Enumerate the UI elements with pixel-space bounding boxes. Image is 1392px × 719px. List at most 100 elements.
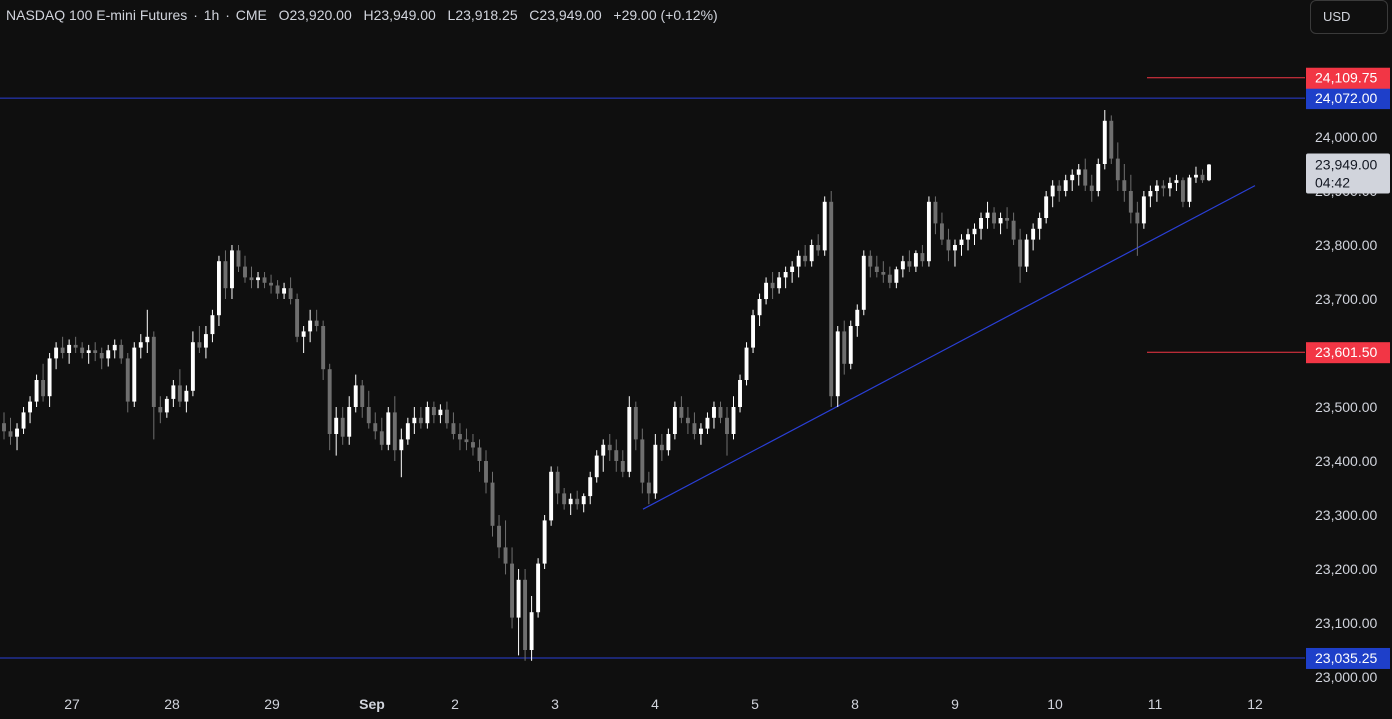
candle-body — [835, 331, 840, 397]
candle — [399, 428, 404, 478]
candle-body — [295, 299, 300, 337]
candle — [321, 320, 326, 380]
candle-body — [314, 320, 319, 326]
candle — [1154, 180, 1159, 202]
candle — [125, 353, 130, 413]
level-tag-red: 24,109.75 — [1306, 67, 1390, 89]
candle — [1141, 191, 1146, 229]
candle-body — [1044, 196, 1049, 218]
candle — [60, 336, 65, 359]
candle — [2, 412, 6, 440]
candle — [777, 272, 782, 294]
candle — [243, 255, 247, 283]
candle — [894, 266, 899, 289]
price-tick-label: 23,100.00 — [1315, 615, 1377, 631]
candle — [959, 234, 964, 256]
candle — [379, 417, 384, 451]
candle — [230, 245, 234, 299]
candle-body — [1031, 228, 1036, 240]
candle-body — [790, 266, 795, 272]
price-tick-label: 23,400.00 — [1315, 453, 1377, 469]
time-tick-label: 28 — [164, 696, 180, 712]
candle-body — [998, 218, 1003, 224]
symbol-name[interactable]: NASDAQ 100 E-mini Futures — [6, 7, 188, 23]
time-tick-label: 11 — [1148, 696, 1163, 712]
high-label: H — [363, 7, 374, 23]
candle-body — [549, 471, 554, 521]
candle — [164, 396, 169, 418]
level-tag-label: 24,109.75 — [1315, 70, 1377, 86]
candle-body — [1057, 185, 1062, 191]
time-tick-label: 3 — [551, 696, 559, 712]
candle-body — [1141, 196, 1146, 224]
candle-body — [249, 277, 254, 281]
interval-label[interactable]: 1h — [203, 7, 220, 23]
currency-button[interactable]: USD — [1310, 0, 1388, 34]
candle — [679, 396, 684, 424]
time-tick-label: 2 — [451, 696, 459, 712]
candle — [588, 471, 593, 505]
candles — [2, 110, 1211, 661]
candle-body — [282, 288, 287, 294]
candle — [177, 369, 182, 407]
candle-body — [757, 299, 762, 316]
candle — [874, 255, 879, 278]
candle-body — [692, 423, 697, 434]
candle — [216, 255, 221, 326]
candle-body — [184, 390, 189, 402]
candle — [412, 407, 417, 434]
candle-body — [581, 496, 586, 505]
candle-body — [764, 282, 769, 299]
candle — [607, 434, 612, 461]
candle-body — [633, 407, 638, 440]
candle — [353, 374, 358, 413]
candle — [34, 374, 39, 407]
price-axis[interactable]: 23,000.00 23,100.00 23,200.00 23,300.00 23,4… — [1315, 129, 1377, 685]
candle-body — [73, 344, 78, 348]
candle-body — [959, 239, 964, 245]
separator: · — [225, 7, 230, 23]
candle-body — [80, 347, 85, 353]
candle-body — [158, 407, 163, 413]
candle — [210, 309, 215, 343]
candle — [99, 347, 104, 370]
candle — [405, 417, 410, 445]
candle — [855, 304, 860, 337]
candle — [998, 212, 1003, 235]
candle — [477, 439, 482, 472]
candle-body — [399, 439, 404, 451]
low-label: L — [447, 7, 456, 23]
candle — [471, 434, 475, 456]
candle — [256, 272, 260, 289]
candle-body — [99, 353, 104, 359]
candle — [269, 274, 274, 294]
level-tag-blue: 23,035.25 — [1306, 647, 1390, 669]
candle-body — [405, 423, 410, 440]
candle — [1018, 228, 1023, 283]
close-value: 23,949.00 — [539, 7, 602, 23]
level-tag-bg — [1306, 67, 1390, 89]
level-tag-label: 23,601.50 — [1315, 344, 1377, 360]
candle-body — [418, 417, 423, 424]
candle-body — [451, 423, 456, 434]
time-tick-label: Sep — [359, 696, 385, 712]
candle-body — [1115, 158, 1120, 181]
candle-body — [41, 380, 46, 397]
candle-body — [171, 385, 176, 399]
price-tick-label: 24,000.00 — [1315, 129, 1377, 145]
candle-body — [392, 412, 397, 451]
candle-body — [679, 407, 684, 418]
time-axis[interactable]: 27 28 29 Sep 2 3 4 5 8 9 10 11 12 — [64, 696, 1263, 712]
candle — [484, 450, 488, 494]
candle — [490, 471, 495, 537]
candle-body — [816, 245, 821, 251]
candle — [790, 261, 795, 283]
candle — [796, 250, 801, 278]
level-tag-bg — [1306, 88, 1390, 110]
candle — [751, 309, 756, 353]
candle-body — [542, 520, 547, 564]
exchange-label: CME — [235, 7, 267, 23]
candle-body — [829, 201, 834, 397]
candle-body — [705, 417, 710, 429]
